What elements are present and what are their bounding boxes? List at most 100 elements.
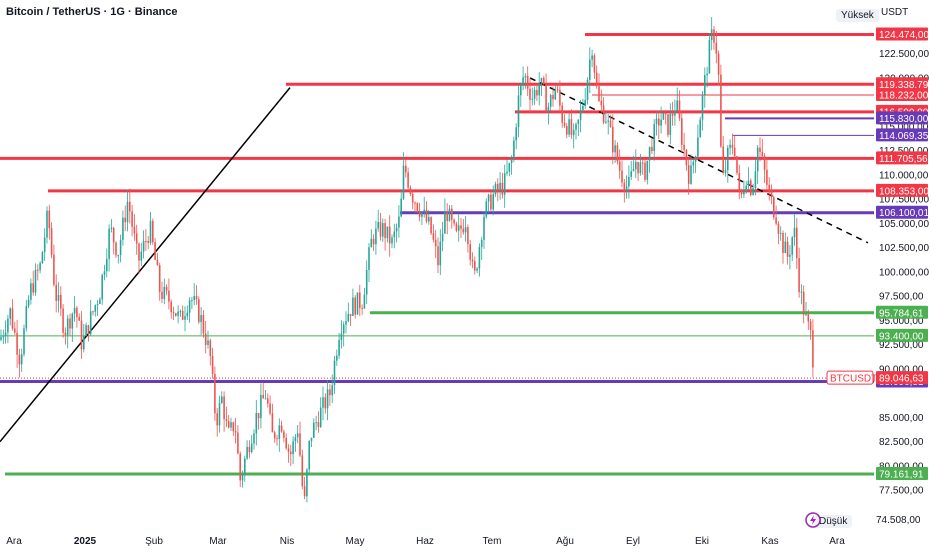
candle-body: [556, 89, 559, 91]
level-tag: [876, 77, 928, 91]
candle-body: [777, 223, 780, 234]
candle-body: [674, 110, 676, 116]
candle-body: [250, 443, 253, 453]
candle-body: [96, 304, 99, 306]
candle-body: [384, 223, 386, 239]
candle-body: [18, 354, 21, 365]
candle-body: [455, 223, 458, 231]
candle-body: [255, 413, 258, 434]
candle-body: [669, 113, 672, 135]
candle-body: [614, 145, 616, 153]
candle-body: [809, 321, 812, 331]
candle-body: [48, 210, 51, 229]
candle-body: [264, 398, 267, 400]
candle-body: [368, 247, 370, 271]
candle-body: [356, 292, 359, 315]
level-tag-text: 111.705,56: [879, 154, 928, 165]
candle-body: [460, 225, 462, 229]
candle-body: [283, 431, 285, 438]
candle-body: [347, 314, 350, 322]
y-tick-label: 77.500,00: [879, 486, 924, 497]
level-tag: [876, 305, 928, 319]
level-tag: [876, 467, 928, 481]
candle-body: [653, 124, 655, 152]
candle-body: [782, 233, 784, 254]
candle-body: [699, 119, 701, 138]
candle-body: [225, 419, 228, 422]
candle-body: [133, 226, 136, 234]
candle-body: [16, 332, 18, 355]
candle-body: [547, 106, 550, 112]
candle-body: [439, 241, 442, 266]
candle-body: [211, 355, 214, 374]
candle-body: [253, 433, 255, 444]
candle-body: [30, 283, 32, 300]
candle-body: [800, 291, 803, 293]
candle-body: [191, 299, 193, 301]
candle-body: [506, 171, 508, 174]
candle-body: [186, 312, 189, 317]
candle-body: [2, 335, 5, 338]
candle-body: [273, 432, 276, 439]
candle-body: [66, 318, 69, 336]
current-price-text: 89.046,63: [879, 374, 924, 385]
candle-body: [11, 308, 14, 329]
candle-body: [738, 172, 741, 190]
candle-body: [262, 394, 264, 399]
candle-body: [515, 127, 517, 141]
candle-body: [639, 162, 642, 174]
price-tags: 124.474,00119.338,79118.232,00116.500,00…: [826, 27, 929, 481]
candle-body: [802, 291, 805, 315]
candle-body: [342, 324, 345, 334]
candle-body: [108, 228, 110, 259]
candle-body: [478, 247, 481, 269]
level-tag: [876, 88, 928, 102]
x-tick-label: Eki: [695, 536, 709, 547]
y-tick-label: 97.500,00: [879, 292, 924, 303]
level-tag-text: 124.474,00: [879, 30, 929, 41]
candle-body: [508, 163, 511, 172]
lightning-icon[interactable]: [805, 512, 821, 528]
candle-body: [747, 180, 750, 186]
low-label: Düşük: [814, 515, 853, 528]
current-price-tag: [876, 371, 928, 385]
candle-body: [768, 184, 770, 191]
candle-body: [398, 216, 400, 228]
candle-body: [520, 84, 522, 96]
x-tick-label: Kas: [761, 536, 778, 547]
trend-line: [0, 87, 291, 443]
candle-body: [94, 305, 97, 312]
candle-body: [692, 161, 695, 166]
candle-body: [568, 119, 570, 135]
candle-body: [779, 233, 782, 235]
candle-body: [149, 220, 152, 243]
candle-body: [294, 437, 297, 442]
candle-body: [101, 274, 103, 300]
candle-body: [83, 335, 85, 350]
candle-body: [140, 251, 143, 261]
candle-body: [784, 241, 787, 254]
candle-body: [605, 121, 607, 123]
candle-body: [119, 239, 122, 256]
candle-body: [671, 113, 674, 116]
candle-body: [365, 270, 368, 295]
level-tag: [876, 205, 928, 219]
candle-body: [209, 340, 212, 356]
candle-body: [168, 290, 170, 302]
candle-body: [759, 147, 761, 152]
candle-body: [27, 299, 30, 307]
candle-body: [483, 216, 485, 240]
candle-body: [618, 161, 621, 171]
x-tick-label: 2025: [74, 536, 97, 547]
candle-body: [471, 259, 474, 262]
candle-body: [733, 147, 736, 157]
candle-body: [99, 299, 101, 305]
candle-body: [681, 118, 683, 145]
candle-body: [391, 237, 393, 244]
candle-body: [112, 227, 115, 243]
candle-body: [299, 433, 301, 456]
candle-body: [722, 146, 724, 173]
candle-body: [796, 227, 798, 259]
